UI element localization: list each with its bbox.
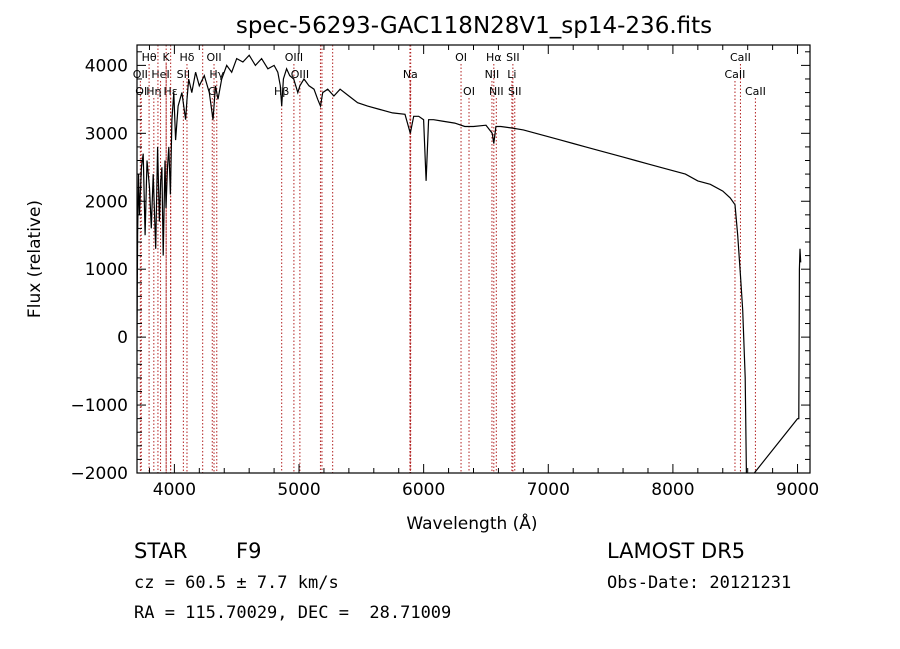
spectrum-line	[137, 54, 802, 473]
spectral-line-label: Hδ	[179, 51, 194, 64]
chart-title: spec-56293-GAC118N28V1_sp14-236.fits	[236, 13, 712, 39]
x-tick-label: 4000	[153, 480, 196, 500]
spectral-subclass: F9	[236, 539, 262, 563]
spectral-line-label: OI	[463, 85, 475, 98]
spectral-line-label: HeI	[151, 68, 169, 81]
spectral-line-label: OII	[206, 51, 221, 64]
spectral-line-label: Hγ	[209, 68, 224, 81]
survey-name: LAMOST DR5	[607, 539, 746, 563]
spectral-line-label: Hθ	[142, 51, 157, 64]
spectral-line-label: CaII	[725, 68, 746, 81]
spectral-line-label: NII	[489, 85, 504, 98]
spectral-line-label: OIII	[285, 51, 303, 64]
y-tick-label: 2000	[85, 192, 128, 212]
x-tick-label: 7000	[527, 480, 570, 500]
plot-frame	[136, 44, 811, 474]
y-tick-label: 4000	[85, 56, 128, 76]
axis-layer: 4000 5000 6000 7000 8000 9000 −2000 −1000 0 1000 2…	[70, 44, 819, 500]
line-marker-layer: HθKHδOIIOIIIOIHαSIICaIIOIIHeISIIHγOIIINa…	[133, 45, 766, 473]
y-tick-label: 1000	[85, 260, 128, 280]
redshift-text: cz = 60.5 ± 7.7 km/s	[134, 573, 339, 593]
spectral-line-label: OIII	[291, 68, 309, 81]
x-tick-label: 9000	[776, 480, 819, 500]
spectral-line-label: G	[208, 85, 217, 98]
spectral-line-label: CaII	[730, 51, 751, 64]
y-tick-label: −2000	[70, 464, 128, 484]
spectral-line-label: OI	[135, 85, 147, 98]
plot-layer	[137, 54, 802, 473]
x-axis-label: Wavelength (Å)	[406, 512, 537, 534]
x-tick-label: 8000	[651, 480, 694, 500]
obs-date-text: Obs-Date: 20121231	[607, 573, 792, 593]
spectral-line-label: Hη	[146, 85, 161, 98]
object-class: STAR	[134, 539, 188, 563]
spectral-line-label: Li	[507, 68, 516, 81]
spectral-line-label: SII	[177, 68, 190, 81]
x-tick-label: 5000	[277, 480, 320, 500]
spectral-line-label: Hα	[486, 51, 502, 64]
coordinates-text: RA = 115.70029, DEC = 28.71009	[134, 603, 452, 623]
spectral-line-label: CaII	[745, 85, 766, 98]
x-tick-label: 6000	[402, 480, 445, 500]
spectral-line-label: SII	[508, 85, 521, 98]
y-tick-label: −1000	[70, 396, 128, 416]
spectral-line-label: NII	[485, 68, 500, 81]
spectral-line-label: K	[163, 51, 171, 64]
spectral-line-label: OI	[455, 51, 467, 64]
spectral-line-label: Hβ	[274, 85, 289, 98]
y-axis-label: Flux (relative)	[25, 200, 45, 318]
y-tick-label: 3000	[85, 124, 128, 144]
spectral-line-label: SII	[506, 51, 519, 64]
y-tick-label: 0	[117, 328, 128, 348]
